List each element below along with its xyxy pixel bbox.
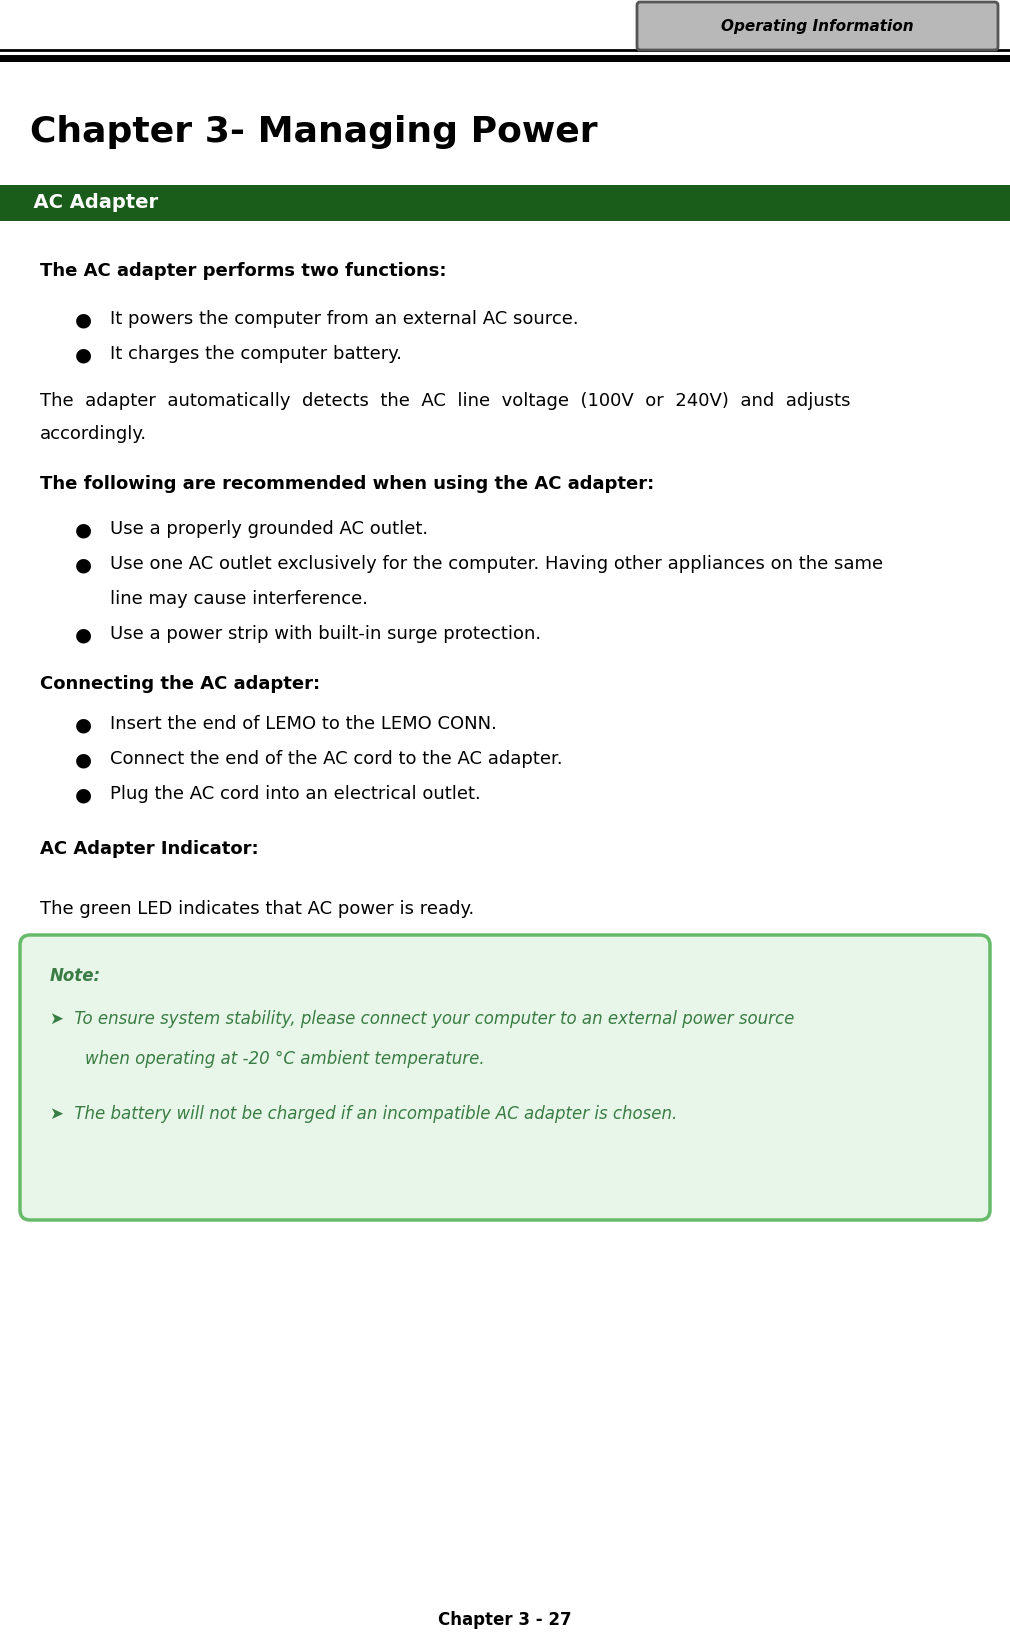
- Text: accordingly.: accordingly.: [40, 424, 147, 442]
- Text: Use a properly grounded AC outlet.: Use a properly grounded AC outlet.: [110, 520, 428, 538]
- Text: Chapter 3 - 27: Chapter 3 - 27: [438, 1611, 572, 1630]
- Text: line may cause interference.: line may cause interference.: [110, 589, 368, 608]
- Text: Chapter 3- Managing Power: Chapter 3- Managing Power: [30, 116, 598, 149]
- Text: ➤  To ensure system stability, please connect your computer to an external power: ➤ To ensure system stability, please con…: [50, 1010, 795, 1029]
- Text: ●: ●: [75, 345, 92, 363]
- FancyBboxPatch shape: [637, 2, 998, 50]
- Text: ➤  The battery will not be charged if an incompatible AC adapter is chosen.: ➤ The battery will not be charged if an …: [50, 1105, 678, 1123]
- Text: ●: ●: [75, 555, 92, 575]
- Text: ●: ●: [75, 715, 92, 735]
- Text: AC Adapter Indicator:: AC Adapter Indicator:: [40, 840, 259, 859]
- Text: Plug the AC cord into an electrical outlet.: Plug the AC cord into an electrical outl…: [110, 784, 481, 802]
- Text: The AC adapter performs two functions:: The AC adapter performs two functions:: [40, 263, 446, 281]
- Bar: [0, 185, 1010, 221]
- Text: The  adapter  automatically  detects  the  AC  line  voltage  (100V  or  240V)  : The adapter automatically detects the AC…: [40, 391, 850, 409]
- Text: ●: ●: [75, 750, 92, 769]
- FancyBboxPatch shape: [20, 934, 990, 1220]
- Text: Note:: Note:: [50, 967, 101, 986]
- Text: when operating at -20 °C ambient temperature.: when operating at -20 °C ambient tempera…: [85, 1050, 485, 1068]
- Text: ●: ●: [75, 626, 92, 644]
- Text: Use a power strip with built-in surge protection.: Use a power strip with built-in surge pr…: [110, 626, 541, 642]
- Text: Use one AC outlet exclusively for the computer. Having other appliances on the s: Use one AC outlet exclusively for the co…: [110, 555, 883, 573]
- Text: It charges the computer battery.: It charges the computer battery.: [110, 345, 402, 363]
- Text: The green LED indicates that AC power is ready.: The green LED indicates that AC power is…: [40, 900, 475, 918]
- Text: Operating Information: Operating Information: [721, 18, 914, 33]
- Text: ●: ●: [75, 784, 92, 804]
- Text: ●: ●: [75, 310, 92, 329]
- Text: Insert the end of LEMO to the LEMO CONN.: Insert the end of LEMO to the LEMO CONN.: [110, 715, 497, 733]
- Text: ●: ●: [75, 520, 92, 538]
- Text: Connecting the AC adapter:: Connecting the AC adapter:: [40, 675, 320, 693]
- Text: Connect the end of the AC cord to the AC adapter.: Connect the end of the AC cord to the AC…: [110, 750, 563, 768]
- Text: The following are recommended when using the AC adapter:: The following are recommended when using…: [40, 475, 654, 494]
- Text: It powers the computer from an external AC source.: It powers the computer from an external …: [110, 310, 579, 329]
- Text: AC Adapter: AC Adapter: [20, 193, 159, 213]
